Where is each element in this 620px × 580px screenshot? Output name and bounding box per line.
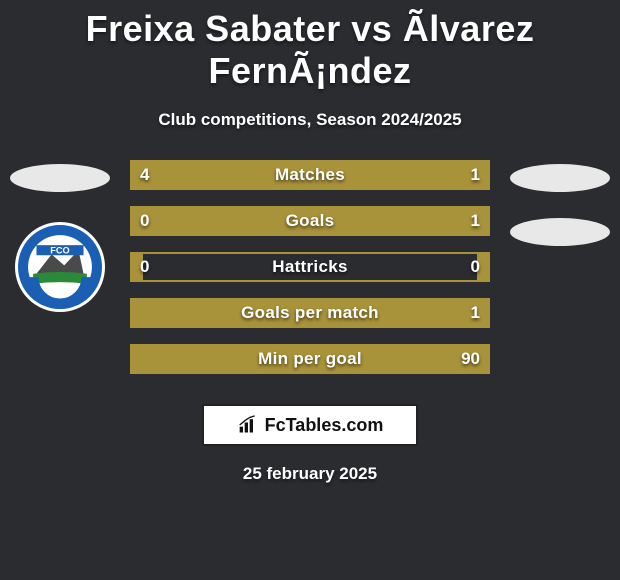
page-title: Freixa Sabater vs Ãlvarez FernÃ¡ndez	[0, 0, 620, 92]
left-player-col: FCO	[0, 160, 120, 312]
bar-hattricks-right-val: 0	[463, 254, 488, 280]
source-logo-text: FcTables.com	[265, 415, 384, 436]
bar-mpg-right-val: 90	[453, 346, 488, 372]
right-country-flag-placeholder	[510, 164, 610, 192]
comparison-panel: FCO 4 Matches 1 0 Goals 1 0 Hattricks 0	[0, 160, 620, 390]
bar-gpm-right-val: 1	[463, 300, 488, 326]
right-club-logo-placeholder	[510, 218, 610, 246]
bar-matches-right-val: 1	[463, 162, 488, 188]
left-country-flag-placeholder	[10, 164, 110, 192]
bar-goals: 0 Goals 1	[130, 206, 490, 236]
left-club-logo: FCO	[15, 222, 105, 312]
bar-mpg: Min per goal 90	[130, 344, 490, 374]
bar-matches-label: Matches	[132, 162, 488, 188]
right-player-col	[500, 160, 620, 246]
bar-gpm-label: Goals per match	[132, 300, 488, 326]
snapshot-date: 25 february 2025	[0, 464, 620, 484]
stat-bars: 4 Matches 1 0 Goals 1 0 Hattricks 0 Goal…	[120, 160, 500, 390]
bar-goals-label: Goals	[132, 208, 488, 234]
bar-chart-icon	[237, 415, 259, 435]
fco-logo-icon: FCO	[18, 225, 102, 309]
source-logo-box: FcTables.com	[202, 404, 418, 446]
club-abbrev: FCO	[50, 246, 70, 256]
page-subtitle: Club competitions, Season 2024/2025	[0, 110, 620, 130]
bar-hattricks-label: Hattricks	[132, 254, 488, 280]
bar-goals-right-val: 1	[463, 208, 488, 234]
bar-mpg-label: Min per goal	[132, 346, 488, 372]
bar-hattricks: 0 Hattricks 0	[130, 252, 490, 282]
bar-matches: 4 Matches 1	[130, 160, 490, 190]
bar-gpm: Goals per match 1	[130, 298, 490, 328]
